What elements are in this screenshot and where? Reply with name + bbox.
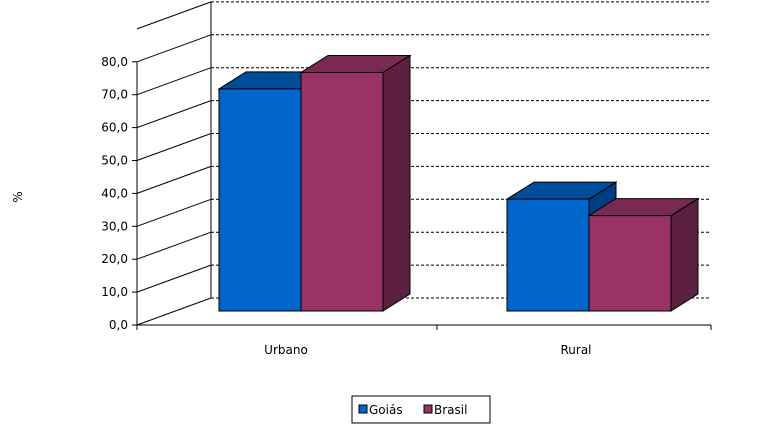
- legend: Goiás Brasil: [351, 395, 491, 424]
- gridline-diagonal: [136, 264, 212, 293]
- legend-swatch: [423, 404, 433, 414]
- bar-rural-brasil: [587, 197, 700, 312]
- y-tick-label: 60,0: [101, 121, 128, 135]
- gridline-diagonal: [136, 165, 212, 194]
- y-tick-label: 70,0: [101, 88, 128, 102]
- y-tick-label: 10,0: [101, 285, 128, 299]
- legend-item-label: Goiás: [369, 403, 403, 417]
- gridline-diagonal: [136, 133, 212, 161]
- gridline-diagonal: [136, 100, 212, 129]
- legend-box: [351, 395, 491, 424]
- labels: 0,0 10,0 20,0 30,0 40,0 50,0 60,0 70,0 80,0 Urban…: [101, 55, 591, 357]
- gridline-diagonal: [136, 67, 212, 96]
- gridline-diagonal: [136, 297, 212, 326]
- y-tick-label: 30,0: [101, 219, 128, 233]
- bar-side: [382, 54, 411, 312]
- bar-front: [300, 71, 384, 312]
- axes: [132, 1, 712, 330]
- gridline-diagonal: [136, 34, 212, 63]
- y-tick-label: 80,0: [101, 55, 128, 69]
- bar-front: [588, 215, 672, 312]
- gridline-diagonal: [136, 231, 212, 260]
- y-tick-label: 0,0: [109, 318, 128, 332]
- bars: [217, 54, 700, 312]
- x-category-label: Urbano: [264, 343, 308, 357]
- bar-urbano-brasil: [299, 54, 412, 312]
- bar-side: [670, 197, 699, 312]
- legend-swatch: [358, 404, 368, 414]
- y-tick-label: 50,0: [101, 154, 128, 168]
- bar-front: [506, 198, 590, 312]
- y-tick-label: 20,0: [101, 252, 128, 266]
- gridline-diagonal: [136, 1, 212, 30]
- y-tick-label: 40,0: [101, 186, 128, 200]
- gridline-diagonal: [136, 198, 212, 227]
- legend-item-label: Brasil: [434, 403, 467, 417]
- bar-front: [218, 88, 302, 312]
- x-category-label: Rural: [560, 343, 591, 357]
- y-axis-label: %: [11, 191, 25, 202]
